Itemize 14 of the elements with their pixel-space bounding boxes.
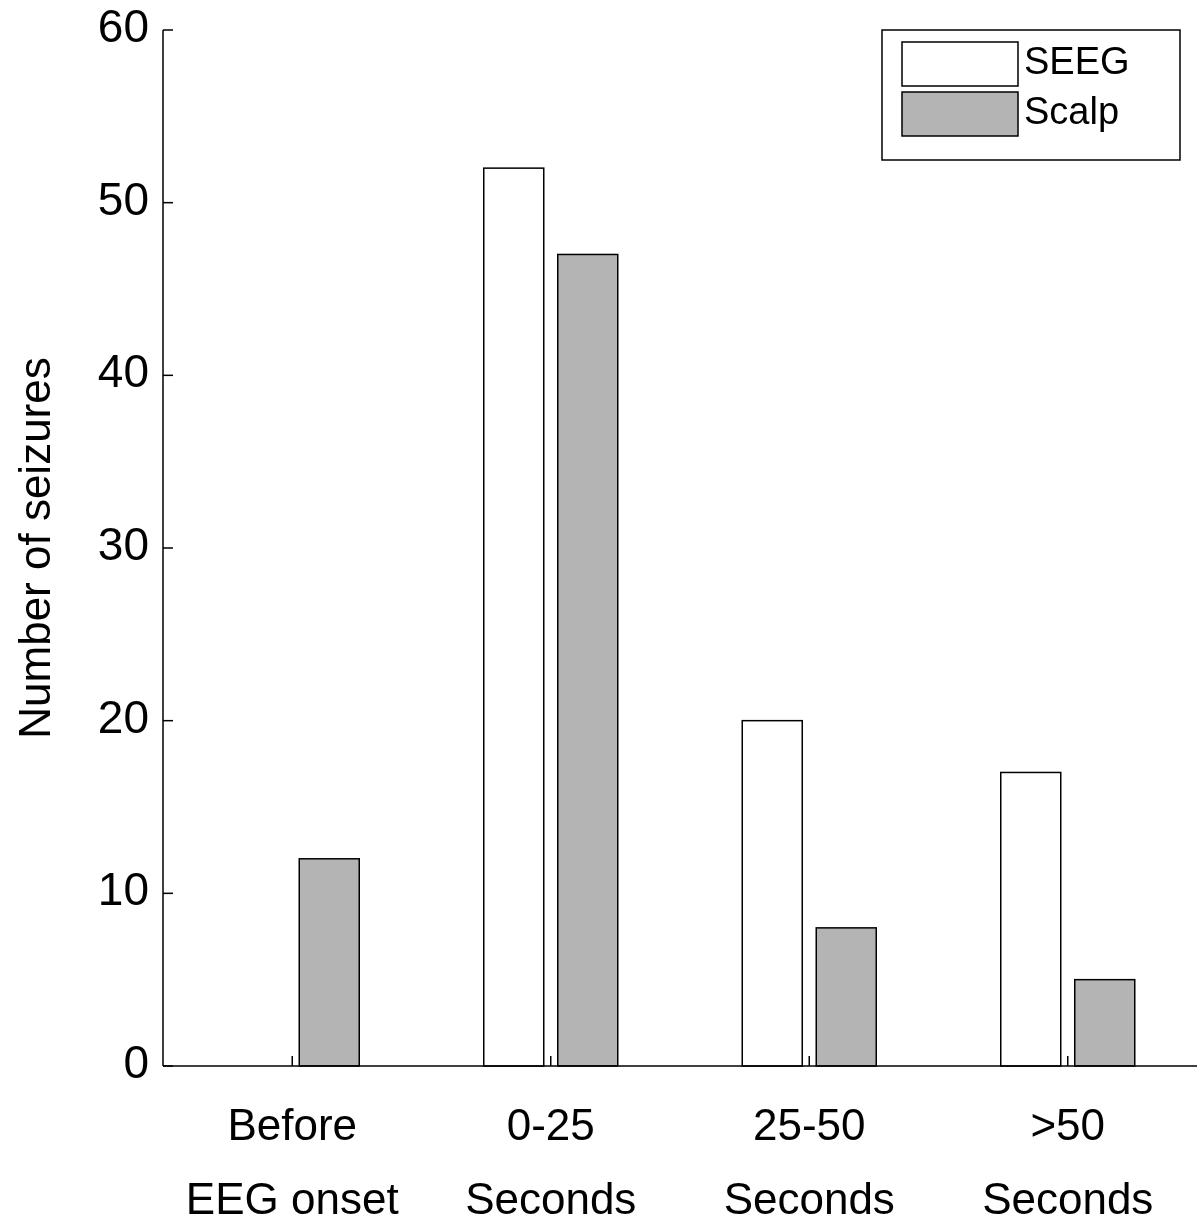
y-tick-label: 30 [97, 518, 149, 571]
y-tick-label: 50 [97, 172, 149, 225]
y-tick-label: 60 [97, 0, 149, 53]
y-tick-label: 40 [97, 345, 149, 398]
x-tick-label: >50 Seconds [982, 1100, 1154, 1223]
legend-label: Scalp [1024, 90, 1120, 133]
x-tick-label: 0-25 Seconds [465, 1100, 637, 1223]
legend-label: SEEG [1024, 40, 1130, 83]
x-tick-label: Before EEG onset [185, 1100, 399, 1223]
y-axis-title: Number of seizures [10, 357, 59, 739]
y-tick-label: 10 [97, 863, 149, 916]
y-tick-label: 0 [123, 1036, 149, 1089]
x-tick-label: 25-50 Seconds [723, 1100, 895, 1223]
y-tick-label: 20 [97, 690, 149, 743]
